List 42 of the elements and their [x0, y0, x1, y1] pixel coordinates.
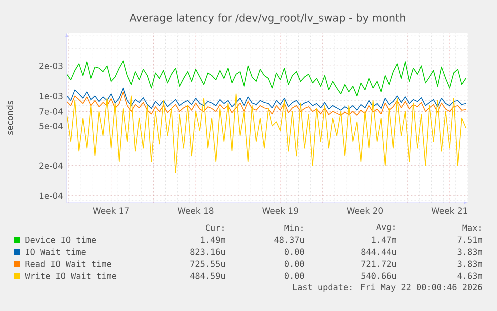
- text: 0.00: [284, 248, 304, 256]
- text: 823.16u: [190, 248, 226, 256]
- y-tick-label: 7e-04: [40, 108, 63, 115]
- x-tick-label: Week 19: [262, 208, 298, 214]
- legend-label: Read IO Wait time: [26, 260, 112, 268]
- text: 844.44u: [362, 248, 396, 256]
- y-tick-label: 2e-04: [40, 162, 63, 170]
- text: Cur:: [206, 224, 224, 232]
- text: 0.00: [284, 272, 304, 280]
- text: 3.83m: [458, 260, 482, 268]
- text: 540.66u: [362, 272, 396, 280]
- text: 7.51m: [458, 236, 482, 244]
- x-tick-label: Week 18: [178, 208, 214, 214]
- text: Max:: [462, 224, 481, 232]
- chart-title: Average latency for /dev/vg_root/lv_swap - by month: [130, 14, 406, 24]
- text: 0.00: [284, 260, 304, 268]
- text: 3.83m: [458, 248, 482, 256]
- text: Avg:: [376, 224, 395, 232]
- x-tick-label: Week 21: [432, 208, 468, 214]
- text: 4.63m: [458, 272, 482, 280]
- text: 48.37u: [274, 236, 304, 244]
- legend-label: Write IO Wait time: [25, 272, 116, 280]
- line-series: [67, 60, 466, 97]
- x-tick-label: Week 20: [347, 208, 384, 214]
- text: Min:: [284, 224, 303, 232]
- y-tick-label: 5e-04: [40, 123, 63, 130]
- line-series: [67, 94, 466, 174]
- y-tick-label: 1e-03: [40, 93, 63, 100]
- x-tick-label: Week 17: [93, 208, 129, 214]
- legend-label: Device IO time: [26, 236, 96, 244]
- line-series: [67, 92, 466, 116]
- legend-label: IO Wait time: [26, 248, 86, 256]
- text: 484.59u: [190, 272, 226, 280]
- y-axis-title: seconds: [6, 101, 14, 135]
- y-tick-label: 2e-03: [40, 62, 63, 70]
- text: Last update: Fri May 22 00:00:46 2026: [293, 284, 482, 292]
- text: 1.49m: [201, 236, 226, 244]
- text: 1.47m: [372, 236, 396, 244]
- text: 725.55u: [190, 260, 226, 268]
- line-series: [67, 88, 466, 111]
- y-tick-label: 1e-04: [40, 192, 63, 200]
- text: 721.72u: [362, 260, 396, 268]
